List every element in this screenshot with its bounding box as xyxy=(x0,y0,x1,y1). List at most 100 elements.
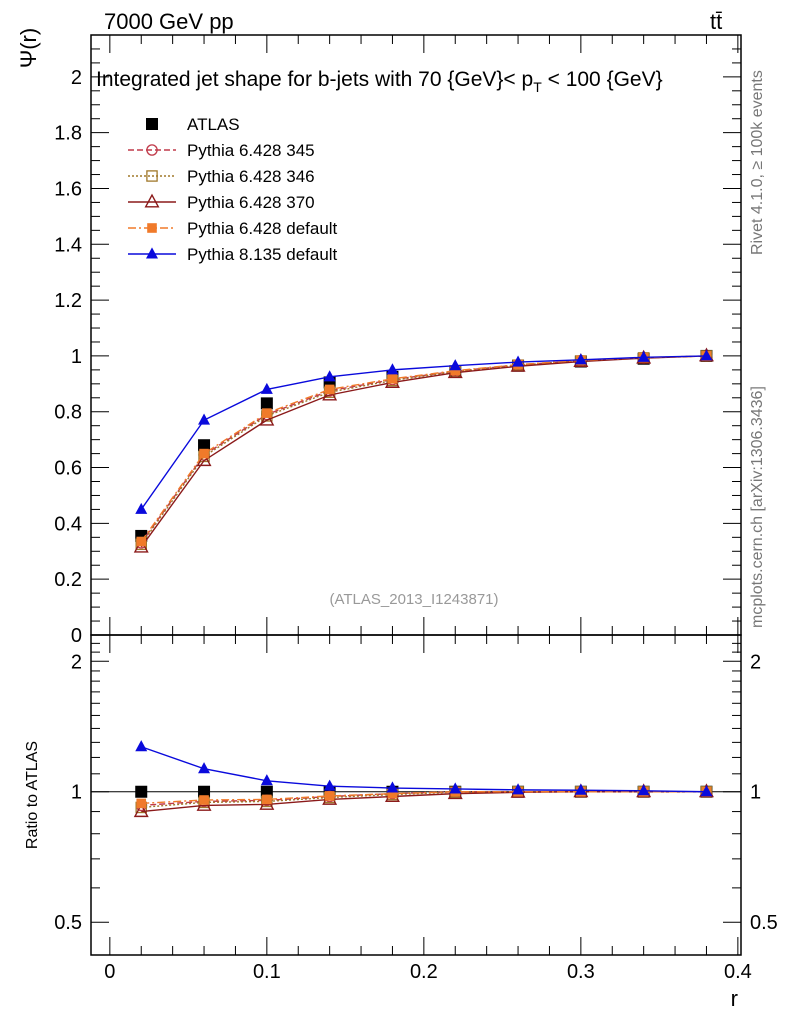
legend-marker xyxy=(146,247,158,259)
data-point xyxy=(449,359,462,371)
y-axis-label: Ψ(r) xyxy=(16,28,41,68)
legend-entry: Pythia 6.428 345 xyxy=(187,141,315,160)
y-tick-label: 1.2 xyxy=(54,290,82,312)
ratio-tick-label-right: 0.5 xyxy=(750,912,778,934)
y-tick-label: 1.8 xyxy=(54,123,82,145)
data-point xyxy=(324,384,335,395)
rivet-version-label: Rivet 4.1.0, ≥ 100k events xyxy=(749,70,766,255)
data-point xyxy=(387,374,398,384)
data-point xyxy=(196,452,212,467)
ratio-data-point xyxy=(574,783,587,795)
main-series xyxy=(133,347,714,553)
legend-entry: Pythia 6.428 default xyxy=(187,219,338,238)
y-tick-label: 2 xyxy=(71,67,82,89)
ratio-series-line xyxy=(141,746,707,793)
series-line xyxy=(140,355,707,548)
energy-label: 7000 GeV pp xyxy=(104,9,234,34)
series-line xyxy=(140,355,707,542)
ratio-data-point xyxy=(198,762,211,774)
chart-title-end: < 100 {GeV} xyxy=(542,68,663,91)
y-tick-label: 1.6 xyxy=(54,178,82,200)
ratio-data-point xyxy=(199,795,209,805)
data-point xyxy=(700,349,713,361)
data-point xyxy=(260,382,273,394)
x-axis-label: r xyxy=(731,986,738,1011)
ratio-tick-label: 1 xyxy=(71,782,82,804)
legend-marker xyxy=(146,144,158,156)
ratio-series xyxy=(133,740,714,818)
y-tick-label: 1.4 xyxy=(54,234,82,256)
ratio-axis-ticks: 0 0.1 0.2 0.3 0.4 0.5 0.5 1 1 2 2 xyxy=(54,635,778,983)
main-axis-ticks: 0 0.2 0.4 0.6 0.8 1 1.2 1.4 1.6 1.8 2 xyxy=(54,35,741,647)
ratio-data-point xyxy=(198,785,211,798)
data-point xyxy=(386,363,399,375)
ratio-data-point xyxy=(260,774,273,786)
main-panel: 0 0.2 0.4 0.6 0.8 1 1.2 1.4 1.6 1.8 2 (ATLAS_2013_… xyxy=(16,28,742,647)
data-point xyxy=(198,413,211,425)
ratio-data-point xyxy=(387,788,398,799)
x-tick-label: 0.1 xyxy=(253,961,281,983)
ratio-data-point xyxy=(136,798,147,809)
ratio-tick-label: 2 xyxy=(71,651,82,673)
x-tick-label: 0.2 xyxy=(410,961,438,983)
ratio-panel: 0 0.1 0.2 0.3 0.4 0.5 0.5 1 1 2 2 Ratio to ATLAS xyxy=(24,634,778,983)
legend-entry: ATLAS xyxy=(187,115,240,134)
x-tick-label: 0 xyxy=(104,961,115,983)
ratio-data-point xyxy=(700,785,713,797)
ratio-y-axis-label: Ratio to ATLAS xyxy=(24,741,41,849)
ratio-data-point xyxy=(512,783,525,795)
data-point xyxy=(135,502,148,514)
mcplots-reference-label: mcplots.cern.ch [arXiv:1306.3436] xyxy=(749,386,766,628)
ratio-data-point xyxy=(637,784,650,796)
process-label: tt̄ xyxy=(710,9,722,34)
data-point xyxy=(450,365,461,376)
ratio-series-line xyxy=(141,791,707,805)
data-point xyxy=(260,397,273,410)
legend-entry: Pythia 6.428 370 xyxy=(187,193,315,212)
x-tick-label: 0.3 xyxy=(567,961,595,983)
ratio-data-point xyxy=(449,782,462,794)
y-tick-label: 0.8 xyxy=(54,402,82,424)
y-tick-label: 0 xyxy=(71,625,82,647)
y-tick-label: 1 xyxy=(71,346,82,368)
ratio-tick-label: 0.5 xyxy=(54,912,82,934)
series-line xyxy=(140,355,707,510)
ratio-series-line xyxy=(141,791,707,807)
data-point xyxy=(512,355,525,367)
legend-marker xyxy=(147,223,157,233)
data-point xyxy=(136,536,147,547)
ratio-frame xyxy=(90,634,742,956)
chart-title: Integrated jet shape for b-jets with 70 … xyxy=(96,68,663,95)
chart-title-subscript: T xyxy=(533,79,542,95)
data-point xyxy=(199,448,209,459)
ratio-data-point xyxy=(323,779,336,791)
data-point xyxy=(574,353,587,365)
y-tick-label: 0.2 xyxy=(54,569,82,591)
legend-marker xyxy=(144,193,160,208)
legend: ATLAS Pythia 6.428 345 Pythia 6.428 346 Pyt… xyxy=(128,115,338,264)
ratio-data-point xyxy=(133,803,149,818)
data-point xyxy=(637,350,650,362)
legend-entry: Pythia 8.135 default xyxy=(187,245,338,264)
ratio-data-point xyxy=(135,785,148,798)
ratio-data-point xyxy=(262,794,272,805)
data-point xyxy=(259,411,275,426)
ratio-tick-label-right: 1 xyxy=(750,782,761,804)
analysis-label: (ATLAS_2013_I1243871) xyxy=(329,591,498,608)
y-tick-label: 0.4 xyxy=(54,513,82,535)
series-line xyxy=(140,355,707,545)
chart-title-main: Integrated jet shape for b-jets with 70 … xyxy=(96,68,533,91)
data-point xyxy=(262,408,272,418)
x-tick-label: 0.4 xyxy=(724,961,752,983)
series-line xyxy=(140,355,707,544)
data-point xyxy=(198,439,211,452)
ratio-data-point xyxy=(386,781,399,793)
ratio-data-point xyxy=(135,740,148,752)
legend-entry: Pythia 6.428 346 xyxy=(187,167,315,186)
legend-marker xyxy=(146,170,158,182)
data-point xyxy=(323,370,336,382)
ratio-tick-label-right: 2 xyxy=(750,651,761,673)
legend-marker xyxy=(146,118,158,130)
ratio-data-point xyxy=(324,791,335,801)
